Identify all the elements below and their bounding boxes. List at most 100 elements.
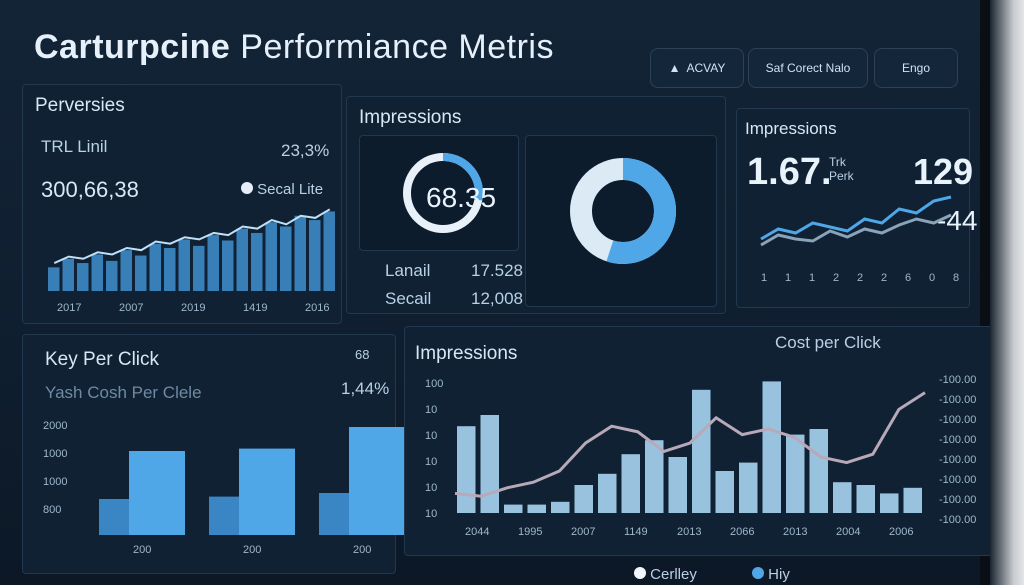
x-tick-label: 2016 [305, 302, 329, 314]
x-tick-label: 2066 [730, 526, 754, 538]
x-tick-label: 2017 [57, 302, 81, 314]
x-tick-label: 2007 [119, 302, 143, 314]
y-right-tick-label: -100.00 [939, 474, 976, 486]
x-tick-label: 200 [133, 544, 151, 556]
y-tick-label: 10 [425, 482, 437, 494]
metric-value: 23,3% [281, 141, 330, 160]
header-button-select[interactable]: Saf Corect Nalo [748, 48, 868, 88]
x-tick-label: 2044 [465, 526, 489, 538]
conversion-bar [91, 254, 103, 291]
x-tick-label: 1149 [624, 526, 648, 538]
header-button-engo[interactable]: Engo [874, 48, 958, 88]
metric-value-right: 129 [913, 151, 974, 192]
y-tick-label: 2000 [43, 420, 67, 432]
conversion-bar [265, 222, 277, 291]
impressions-bar [762, 381, 781, 513]
legend-label: Hiy [768, 566, 790, 583]
conversion-bar [207, 235, 219, 291]
conversion-bar [135, 255, 147, 291]
gauge-value: 68.35 [426, 182, 497, 213]
row-label: Secail [385, 289, 432, 308]
conversion-bar [77, 263, 89, 291]
metric-delta: -44 [937, 205, 978, 236]
cost-per-click-line [454, 391, 926, 498]
conversion-bar [120, 250, 132, 291]
impressions-bar [480, 415, 499, 513]
monitor-bezel [990, 0, 1024, 585]
panel-title: Key Per Click [45, 349, 160, 370]
panel-conversions: Perversies TRL Linil 23,3% 300,66,38 Sec… [22, 84, 342, 324]
gauge-fill [403, 153, 483, 233]
impressions-combo-chart: 100 10 10 10 10 10 -100.00 -100.00 -100.00 -100.0… [425, 374, 976, 538]
cpc-bar [349, 427, 405, 535]
page-title: Carturpcine Performiance Metris [34, 28, 554, 67]
x-tick-label: 8 [953, 272, 959, 284]
header-button-account[interactable]: ▲ ACVAY [650, 48, 744, 88]
impressions-bar [621, 454, 640, 513]
impressions-bar [574, 485, 593, 513]
x-tick-label: 2 [857, 272, 863, 284]
conversion-bar [178, 239, 190, 291]
conversion-bar [222, 240, 234, 291]
y-right-tick-label: -100.00 [939, 454, 976, 466]
trend-chart: 1 1 1 2 2 2 6 0 8 [760, 195, 959, 284]
panel-title: Perversies [35, 95, 125, 116]
header-button-label: Engo [901, 61, 931, 75]
x-tick-label: 2 [881, 272, 887, 284]
header-button-label: Saf Corect Nalo [765, 61, 851, 75]
x-tick-label: 0 [929, 272, 935, 284]
y-tick-label: 1000 [43, 448, 67, 460]
y-tick-label: 100 [425, 378, 443, 390]
donut-slice [570, 158, 676, 264]
impressions-bar [880, 493, 899, 513]
panel-cost-per-click: Key Per Click 68 Yash Cosh Per Clele 1,4… [22, 334, 405, 574]
cpc-bar-chart: 2000 1000 1000 800 200 200 200 [43, 420, 405, 556]
panel-impressions-gauge: Impressions 68.35 Lanail 17.528 Secail 1… [346, 96, 726, 314]
conversion-bar [251, 232, 263, 291]
conversion-bar [323, 211, 335, 291]
y-tick-label: 10 [425, 430, 437, 442]
conversion-bar [236, 228, 248, 291]
x-tick-label: 1 [761, 272, 767, 284]
y-right-tick-label: -100.00 [939, 374, 976, 386]
y-right-tick-label: -100.00 [939, 394, 976, 406]
panel-title: Impressions [415, 343, 518, 364]
row-value: 12,008 [471, 289, 523, 308]
title-part-1: Carturpcine [34, 28, 231, 66]
metric-caption: Trk Perk [829, 155, 854, 183]
x-tick-label: 2013 [783, 526, 807, 538]
donut-chart [570, 158, 676, 264]
y-right-tick-label: -100.00 [939, 494, 976, 506]
conversion-bar [309, 220, 321, 291]
impressions-bar [527, 504, 546, 513]
legend-dot [752, 567, 764, 579]
trend-line-primary [760, 195, 952, 241]
impressions-bar [504, 504, 523, 513]
y-tick-label: 10 [425, 456, 437, 468]
metric-value: 1,44% [341, 379, 390, 398]
impressions-bar [833, 482, 852, 513]
gauge-ring [403, 153, 483, 233]
y-tick-label: 1000 [43, 476, 67, 488]
y-tick-label: 800 [43, 504, 61, 516]
x-tick-label: 1 [809, 272, 815, 284]
x-tick-label: 2007 [571, 526, 595, 538]
conversions-chart: 2017 2007 2019 1419 2016 [48, 208, 335, 314]
y-tick-label: 10 [425, 404, 437, 416]
panel-impressions-combo: Impressions Cost per Click 100 10 10 10 10 10… [404, 326, 1004, 556]
badge[interactable]: 68 [355, 347, 370, 362]
impressions-bar [598, 473, 617, 513]
y-right-tick-label: -100.00 [939, 514, 976, 526]
legend-dot [634, 567, 646, 579]
x-tick-label: 2004 [836, 526, 860, 538]
trend-line-secondary [760, 213, 952, 247]
impressions-bar [692, 389, 711, 513]
conversion-bar [280, 226, 292, 291]
impressions-bar [856, 485, 875, 513]
impressions-bar [809, 429, 828, 513]
impressions-bar [668, 457, 687, 513]
conversion-bar [62, 258, 74, 291]
header-button-label: ACVAY [686, 61, 726, 75]
y-tick-label: 10 [425, 508, 437, 520]
